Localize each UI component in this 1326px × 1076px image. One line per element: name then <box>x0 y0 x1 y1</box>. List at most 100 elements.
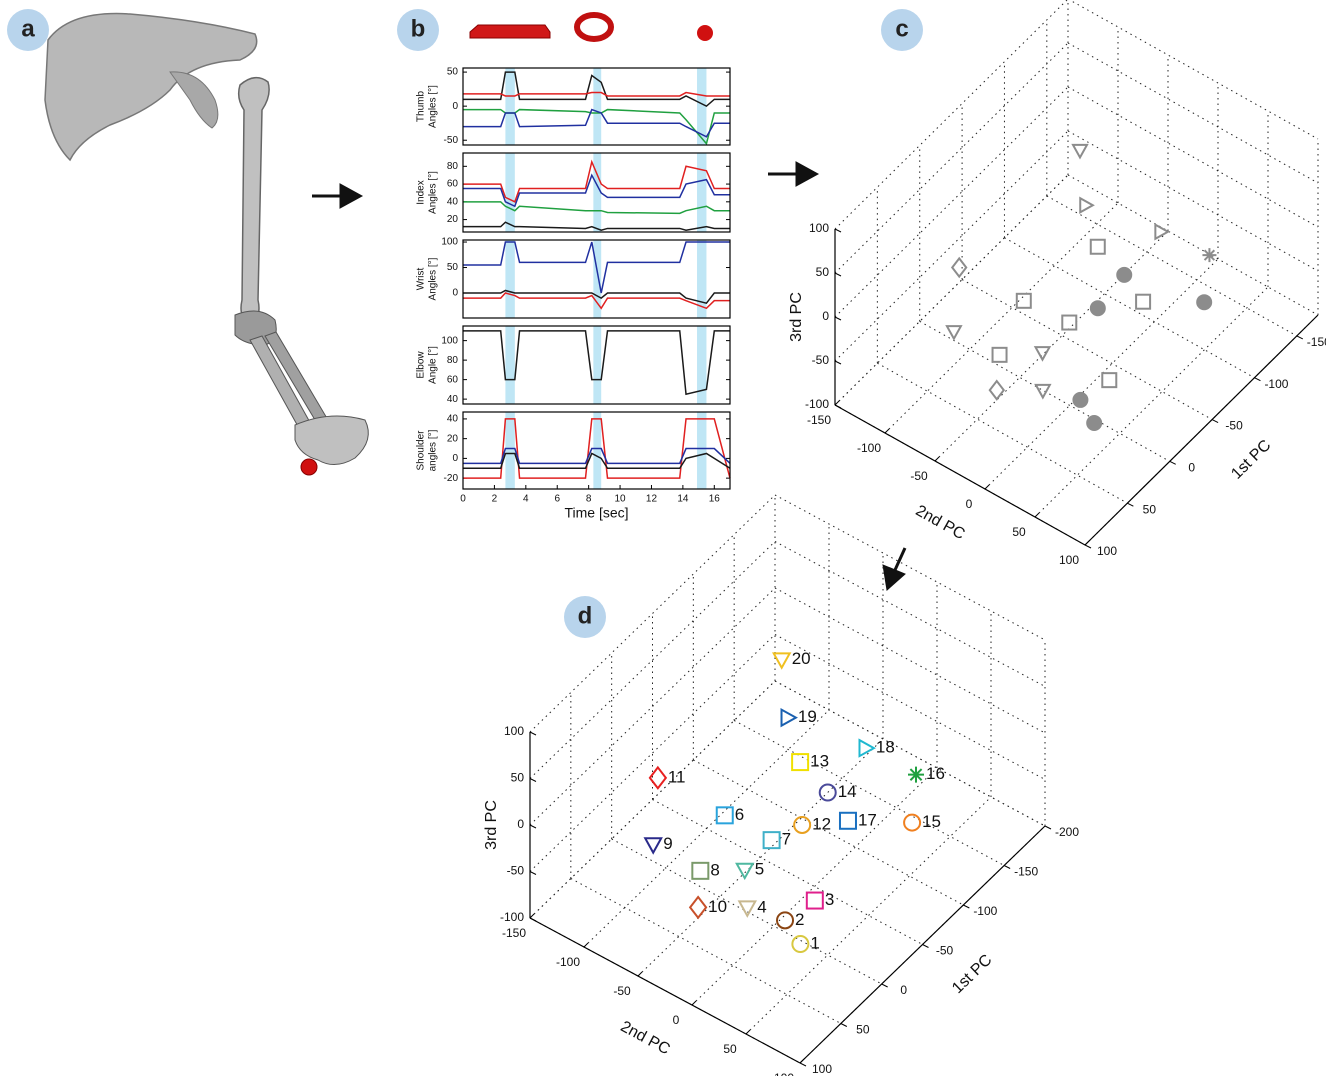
z-tick-label: -100 <box>805 397 829 411</box>
highlight-band <box>505 412 514 489</box>
x-tick <box>1045 826 1051 829</box>
highlight-band <box>697 153 706 232</box>
grid-line <box>835 43 1068 273</box>
y-tick <box>692 1001 696 1005</box>
point <box>690 897 706 918</box>
y-tick-label: -50 <box>613 984 631 998</box>
grid-line <box>835 0 1068 229</box>
point <box>859 740 873 756</box>
point <box>947 326 961 339</box>
point <box>794 817 810 833</box>
x-tick-label: 2 <box>492 494 498 505</box>
x-tick <box>1085 545 1091 548</box>
x-axis-title: Time [sec] <box>564 505 628 521</box>
x-tick-label: 100 <box>812 1062 832 1076</box>
axis-line <box>800 826 1045 1063</box>
y-tick-label: 40 <box>447 414 459 425</box>
point <box>807 893 823 909</box>
grid-line <box>1068 43 1318 183</box>
x-tick <box>1004 866 1010 869</box>
z-tick-label: 50 <box>816 265 830 279</box>
point <box>792 936 808 952</box>
point <box>904 815 920 831</box>
z-tick <box>835 229 841 232</box>
sphere-object <box>697 25 713 41</box>
x-tick-label: 50 <box>856 1023 870 1037</box>
x-tick-label: 100 <box>1097 544 1117 558</box>
point <box>1197 295 1211 309</box>
y-tick-label: 40 <box>447 196 459 207</box>
point <box>1035 347 1049 360</box>
grid-line <box>935 231 1168 461</box>
cluster-label: 18 <box>876 738 895 757</box>
point <box>1062 316 1076 330</box>
cluster-label: 15 <box>922 812 941 831</box>
x-tick-label: 8 <box>586 494 592 505</box>
x-tick-label: 4 <box>523 494 529 505</box>
y-axis-title: Angles [°] <box>428 171 439 214</box>
x-tick-label: 12 <box>646 494 658 505</box>
arrow <box>895 548 905 570</box>
point <box>990 381 1004 399</box>
grid-line <box>775 542 1045 687</box>
z-tick <box>530 872 536 875</box>
point <box>840 813 856 829</box>
z-axis-title: 3rd PC <box>788 292 805 342</box>
z-tick-label: 0 <box>822 309 829 323</box>
y-tick-label: -150 <box>807 413 831 427</box>
z-tick <box>530 825 536 828</box>
point <box>792 754 808 770</box>
x-tick-label: -50 <box>1225 419 1243 433</box>
x-tick <box>1170 461 1176 464</box>
x-tick <box>1212 420 1218 423</box>
point <box>1080 198 1093 212</box>
x-tick-label: -100 <box>1264 377 1288 391</box>
x-tick-label: -50 <box>936 944 954 958</box>
grid-line <box>775 495 1045 640</box>
y-tick-label: 100 <box>441 237 458 248</box>
y-tick-label: 0 <box>673 1013 680 1027</box>
humerus <box>239 78 269 322</box>
z-tick-label: -50 <box>507 864 525 878</box>
grid-line <box>571 879 841 1024</box>
y-axis-title: Wrist <box>416 267 427 290</box>
grid-line <box>920 321 1170 461</box>
y-tick <box>746 1030 750 1034</box>
x-tick-label: 0 <box>900 983 907 997</box>
hand <box>295 416 368 465</box>
grid-line <box>1068 87 1318 227</box>
x-tick-label: 0 <box>460 494 466 505</box>
cluster-label: 6 <box>735 805 744 824</box>
x-tick-label: 14 <box>677 494 689 505</box>
y-axis-title: angles [°] <box>428 429 439 471</box>
highlight-band <box>593 326 601 404</box>
point <box>1155 225 1168 239</box>
cluster-label: 8 <box>710 860 719 879</box>
grid-line <box>1047 196 1297 336</box>
point <box>820 785 836 801</box>
arrowhead <box>340 184 362 208</box>
highlight-band <box>593 153 601 232</box>
y-axis-title: Angles [°] <box>428 257 439 300</box>
point <box>1102 373 1116 387</box>
cluster-label: 10 <box>708 897 727 916</box>
z-tick <box>835 317 841 320</box>
x-tick-label: -150 <box>1307 335 1326 349</box>
x-tick-label: 6 <box>554 494 560 505</box>
grid-line <box>692 768 937 1005</box>
y-tick-label: -50 <box>910 469 928 483</box>
y-tick-label: 100 <box>1059 553 1079 567</box>
x-tick-label: -150 <box>1014 865 1038 879</box>
y-tick-label: 80 <box>447 355 459 366</box>
cluster-label: 14 <box>838 782 857 801</box>
z-tick <box>835 273 841 276</box>
axis-line <box>1085 315 1318 545</box>
y-tick-label: 0 <box>452 101 458 112</box>
x-tick <box>1127 503 1133 506</box>
cluster-label: 13 <box>810 752 829 771</box>
y-tick-label: 100 <box>441 335 458 346</box>
cluster-label: 16 <box>926 764 945 783</box>
x-tick <box>923 945 929 948</box>
y-tick-label: 60 <box>447 179 459 190</box>
scapula <box>45 14 257 160</box>
